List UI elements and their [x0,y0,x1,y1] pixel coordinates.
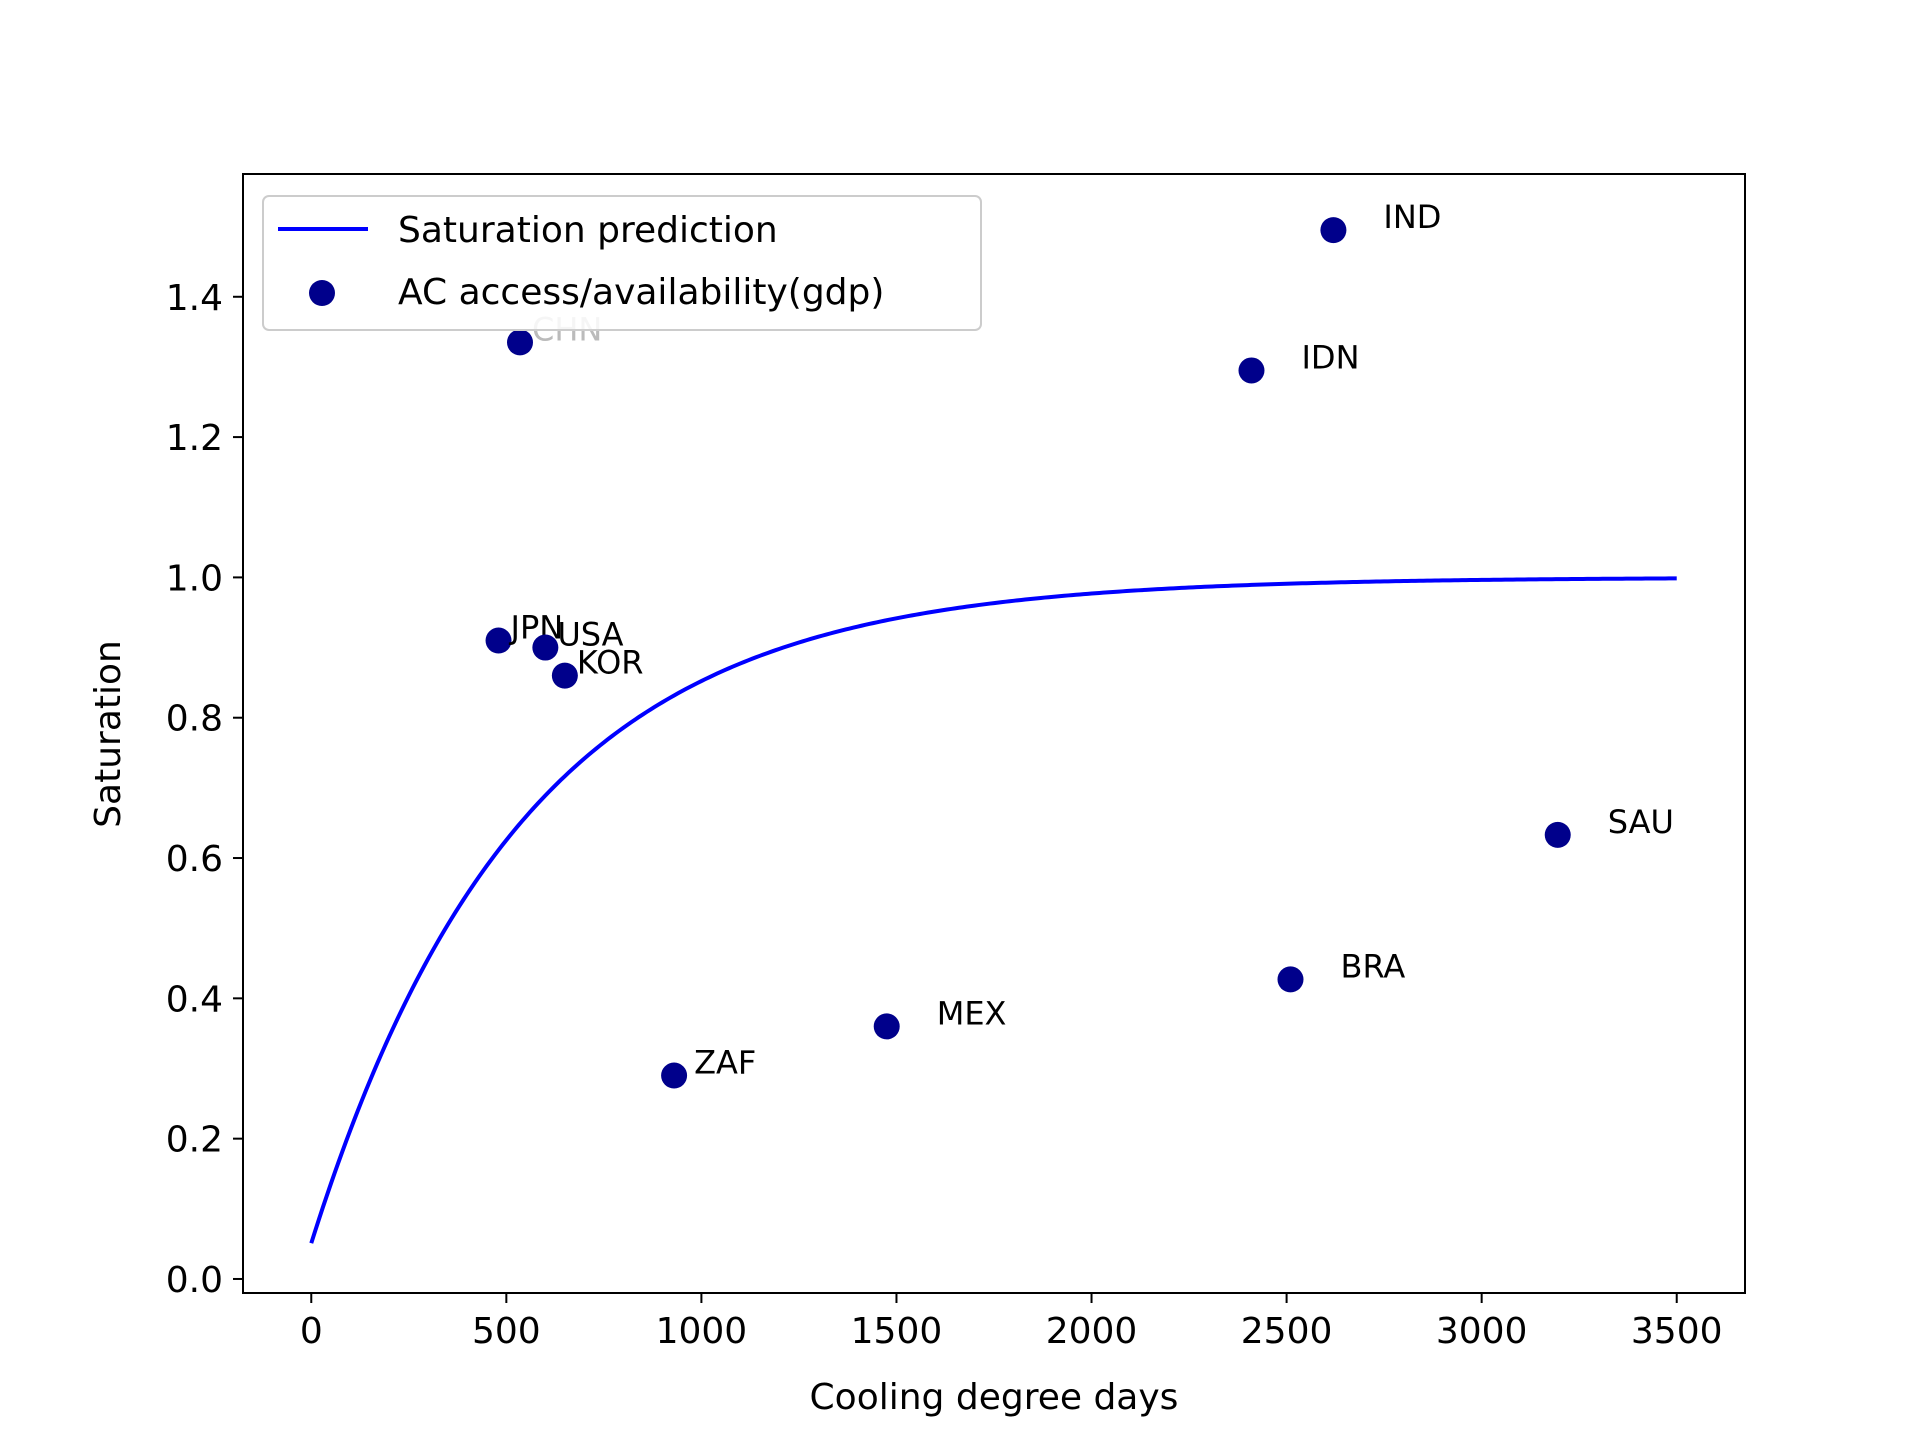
scatter-point-sau [1544,821,1571,848]
point-label-mex: MEX [937,994,1007,1032]
legend-frame [262,195,982,331]
scatter-point-usa [532,634,559,661]
x-axis: 0 500 1000 1500 2000 2500 3000 3500 [300,1293,1723,1352]
x-axis-label: Cooling degree days [810,1377,1179,1418]
point-label-usa: USA [557,616,623,654]
y-tick-label: 1.4 [166,278,223,319]
y-axis-label: Saturation [88,640,129,828]
scatter-point-mex [873,1013,900,1040]
legend-marker-swatch [309,280,335,306]
point-label-kor: KOR [577,644,644,682]
axes-frame [242,173,1746,1294]
point-label-zaf: ZAF [694,1044,756,1082]
scatter-point-bra [1277,966,1304,993]
point-label-bra: BRA [1340,947,1405,985]
y-tick-label: 1.0 [166,558,223,599]
saturation-prediction-line [309,576,1677,1244]
y-tick-label: 0.8 [166,699,223,740]
x-tick-label: 2000 [1046,1311,1138,1352]
point-label-idn: IDN [1301,338,1359,376]
scatter-point-zaf [661,1062,688,1089]
x-tick-label: 1000 [656,1311,748,1352]
legend-entry-scatter: AC access/availability(gdp) [398,272,884,313]
scatter-point-ind [1320,217,1347,244]
y-tick-label: 0.6 [166,839,223,880]
scatter-point-kor [551,662,578,689]
legend: Saturation prediction AC access/availabi… [262,195,982,331]
x-tick-label: 500 [472,1311,541,1352]
x-tick-label: 3000 [1436,1311,1528,1352]
x-tick-label: 1500 [851,1311,943,1352]
scatter-point-jpn [485,627,512,654]
y-tick-label: 1.2 [166,418,223,459]
y-tick-label: 0.2 [166,1120,223,1161]
series-layer: INDIDNCHNJPNUSAKORSAUBRAMEXZAF [309,198,1677,1244]
point-label-ind: IND [1383,198,1441,236]
y-axis: 0.0 0.2 0.4 0.6 0.8 1.0 1.2 1.4 [166,278,243,1301]
point-label-sau: SAU [1608,803,1674,841]
y-tick-label: 0.0 [166,1260,223,1301]
y-tick-label: 0.4 [166,979,223,1020]
scatter-point-idn [1238,357,1265,384]
x-tick-label: 2500 [1241,1311,1333,1352]
legend-entry-line: Saturation prediction [398,210,778,251]
scatter-point-chn [506,329,533,356]
x-tick-label: 0 [300,1311,323,1352]
plot-area [242,173,1746,1294]
x-tick-label: 3500 [1631,1311,1723,1352]
